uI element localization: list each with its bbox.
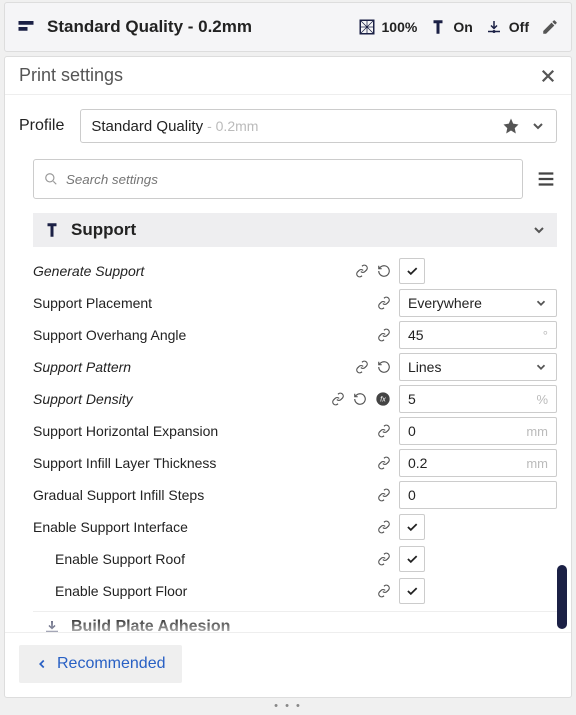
row-enable-support-interface: Enable Support Interface (33, 511, 557, 543)
link-icon[interactable] (377, 296, 391, 310)
star-icon[interactable] (502, 117, 520, 135)
link-icon[interactable] (377, 552, 391, 566)
profile-select[interactable]: Standard Quality - 0.2mm (80, 109, 557, 143)
row-enable-support-floor: Enable Support Floor (33, 575, 557, 607)
resize-handle[interactable]: • • • (0, 698, 576, 712)
hamburger-icon[interactable] (535, 168, 557, 190)
enable-support-roof-checkbox[interactable] (399, 546, 425, 572)
scrollbar-thumb[interactable] (557, 565, 567, 629)
reset-icon[interactable] (353, 392, 367, 406)
support-placement-select[interactable]: Everywhere (399, 289, 557, 317)
support-section-icon (43, 221, 61, 239)
reset-icon[interactable] (377, 264, 391, 278)
row-gradual-support-infill-steps: Gradual Support Infill Steps 0 (33, 479, 557, 511)
profile-row: Profile Standard Quality - 0.2mm (19, 109, 557, 143)
support-density-input[interactable]: 5% (399, 385, 557, 413)
link-icon[interactable] (377, 456, 391, 470)
row-support-infill-layer-thickness: Support Infill Layer Thickness 0.2mm (33, 447, 557, 479)
generate-support-checkbox[interactable] (399, 258, 425, 284)
recommended-button[interactable]: Recommended (19, 645, 182, 683)
panel-header: Print settings (5, 57, 571, 95)
support-horizontal-expansion-input[interactable]: 0mm (399, 417, 557, 445)
profile-icon (17, 18, 35, 36)
chevron-down-icon[interactable] (530, 118, 546, 134)
gradual-support-infill-steps-input[interactable]: 0 (399, 481, 557, 509)
row-support-horizontal-expansion: Support Horizontal Expansion 0mm (33, 415, 557, 447)
panel-title: Print settings (19, 65, 123, 86)
enable-support-floor-checkbox[interactable] (399, 578, 425, 604)
row-enable-support-roof: Enable Support Roof (33, 543, 557, 575)
support-overhang-angle-input[interactable]: 45° (399, 321, 557, 349)
section-header-support[interactable]: Support (33, 213, 557, 247)
link-icon[interactable] (377, 328, 391, 342)
fx-icon[interactable]: fx (375, 391, 391, 407)
support-infill-layer-thickness-input[interactable]: 0.2mm (399, 449, 557, 477)
profile-label: Profile (19, 117, 64, 135)
row-generate-support: Generate Support (33, 255, 557, 287)
chevron-down-icon[interactable] (531, 222, 547, 238)
close-icon[interactable] (539, 67, 557, 85)
support-pattern-select[interactable]: Lines (399, 353, 557, 381)
link-icon[interactable] (355, 360, 369, 374)
link-icon[interactable] (377, 424, 391, 438)
infill-icon (358, 18, 376, 36)
link-icon[interactable] (355, 264, 369, 278)
support-icon (429, 18, 447, 36)
summary-support: On (429, 18, 472, 36)
chevron-left-icon (35, 657, 49, 671)
summary-bar: Standard Quality - 0.2mm 100% On Off (4, 2, 572, 52)
reset-icon[interactable] (377, 360, 391, 374)
link-icon[interactable] (377, 584, 391, 598)
chevron-down-icon (534, 360, 548, 374)
summary-adhesion: Off (485, 18, 529, 36)
row-support-overhang-angle: Support Overhang Angle 45° (33, 319, 557, 351)
print-settings-panel: Print settings Profile Standard Quality … (4, 56, 572, 698)
link-icon[interactable] (331, 392, 345, 406)
link-icon[interactable] (377, 520, 391, 534)
search-input[interactable] (33, 159, 523, 199)
summary-infill: 100% (358, 18, 418, 36)
svg-text:fx: fx (380, 395, 386, 404)
panel-footer: Recommended (5, 632, 571, 697)
link-icon[interactable] (377, 488, 391, 502)
row-support-density: Support Density fx 5% (33, 383, 557, 415)
enable-support-interface-checkbox[interactable] (399, 514, 425, 540)
chevron-down-icon (534, 296, 548, 310)
row-support-pattern: Support Pattern Lines (33, 351, 557, 383)
search-row (19, 159, 557, 199)
search-icon (44, 172, 58, 186)
summary-title: Standard Quality - 0.2mm (47, 17, 346, 37)
section-header-build-plate-adhesion[interactable]: Build Plate Adhesion (33, 611, 557, 632)
adhesion-icon (485, 18, 503, 36)
row-support-placement: Support Placement Everywhere (33, 287, 557, 319)
edit-icon[interactable] (541, 18, 559, 36)
settings-list: Generate Support Support Placement Every… (19, 255, 557, 607)
adhesion-section-icon (43, 618, 61, 633)
